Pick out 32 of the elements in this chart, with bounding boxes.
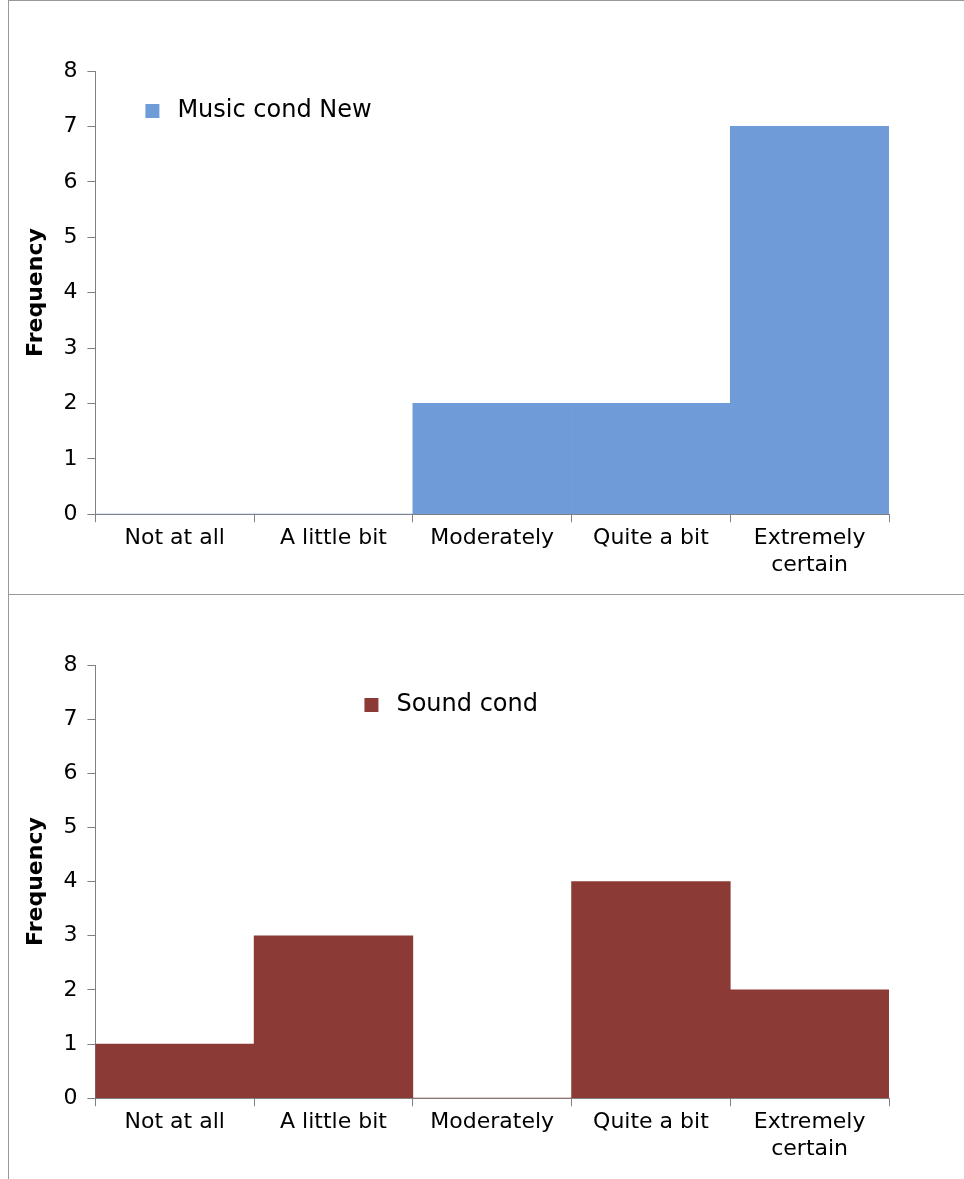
- x-tick-label: Moderately: [430, 524, 555, 550]
- x-tick-label: Quite a bit: [593, 1108, 710, 1134]
- x-tick-label: Extremely certain: [753, 1108, 866, 1160]
- y-tick-label: 8: [63, 650, 78, 676]
- x-tick-label: Moderately: [430, 1108, 555, 1134]
- y-tick-label: 2: [63, 389, 78, 415]
- y-axis-title: Frequency: [21, 228, 47, 357]
- y-tick-label: 0: [63, 499, 78, 525]
- y-tick-label: 0: [63, 1083, 78, 1109]
- y-tick-label: 4: [63, 278, 78, 304]
- y-tick-label: 5: [63, 813, 78, 839]
- legend-label: Sound cond: [396, 689, 538, 718]
- y-tick-label: 3: [63, 921, 78, 947]
- y-tick-label: 4: [63, 867, 78, 893]
- y-tick-label: 5: [63, 222, 78, 248]
- y-tick-label: 7: [63, 704, 78, 730]
- x-tick-label: Quite a bit: [593, 524, 710, 550]
- legend-label: Music cond New: [177, 95, 372, 124]
- y-tick-label: 6: [63, 167, 78, 193]
- y-axis-title: Frequency: [21, 817, 47, 946]
- x-tick-label: Extremely certain: [753, 524, 866, 576]
- x-tick-label: A little bit: [280, 1108, 388, 1134]
- y-tick-label: 6: [63, 759, 78, 785]
- x-tick-label: Not at all: [124, 1108, 225, 1134]
- x-tick-label: Not at all: [124, 524, 225, 550]
- x-tick-label: A little bit: [280, 524, 388, 550]
- y-tick-label: 1: [63, 1029, 78, 1055]
- y-tick-label: 1: [63, 444, 78, 470]
- y-tick-label: 8: [63, 56, 78, 82]
- y-tick-label: 7: [63, 112, 78, 138]
- y-tick-label: 2: [63, 975, 78, 1001]
- y-tick-label: 3: [63, 333, 78, 359]
